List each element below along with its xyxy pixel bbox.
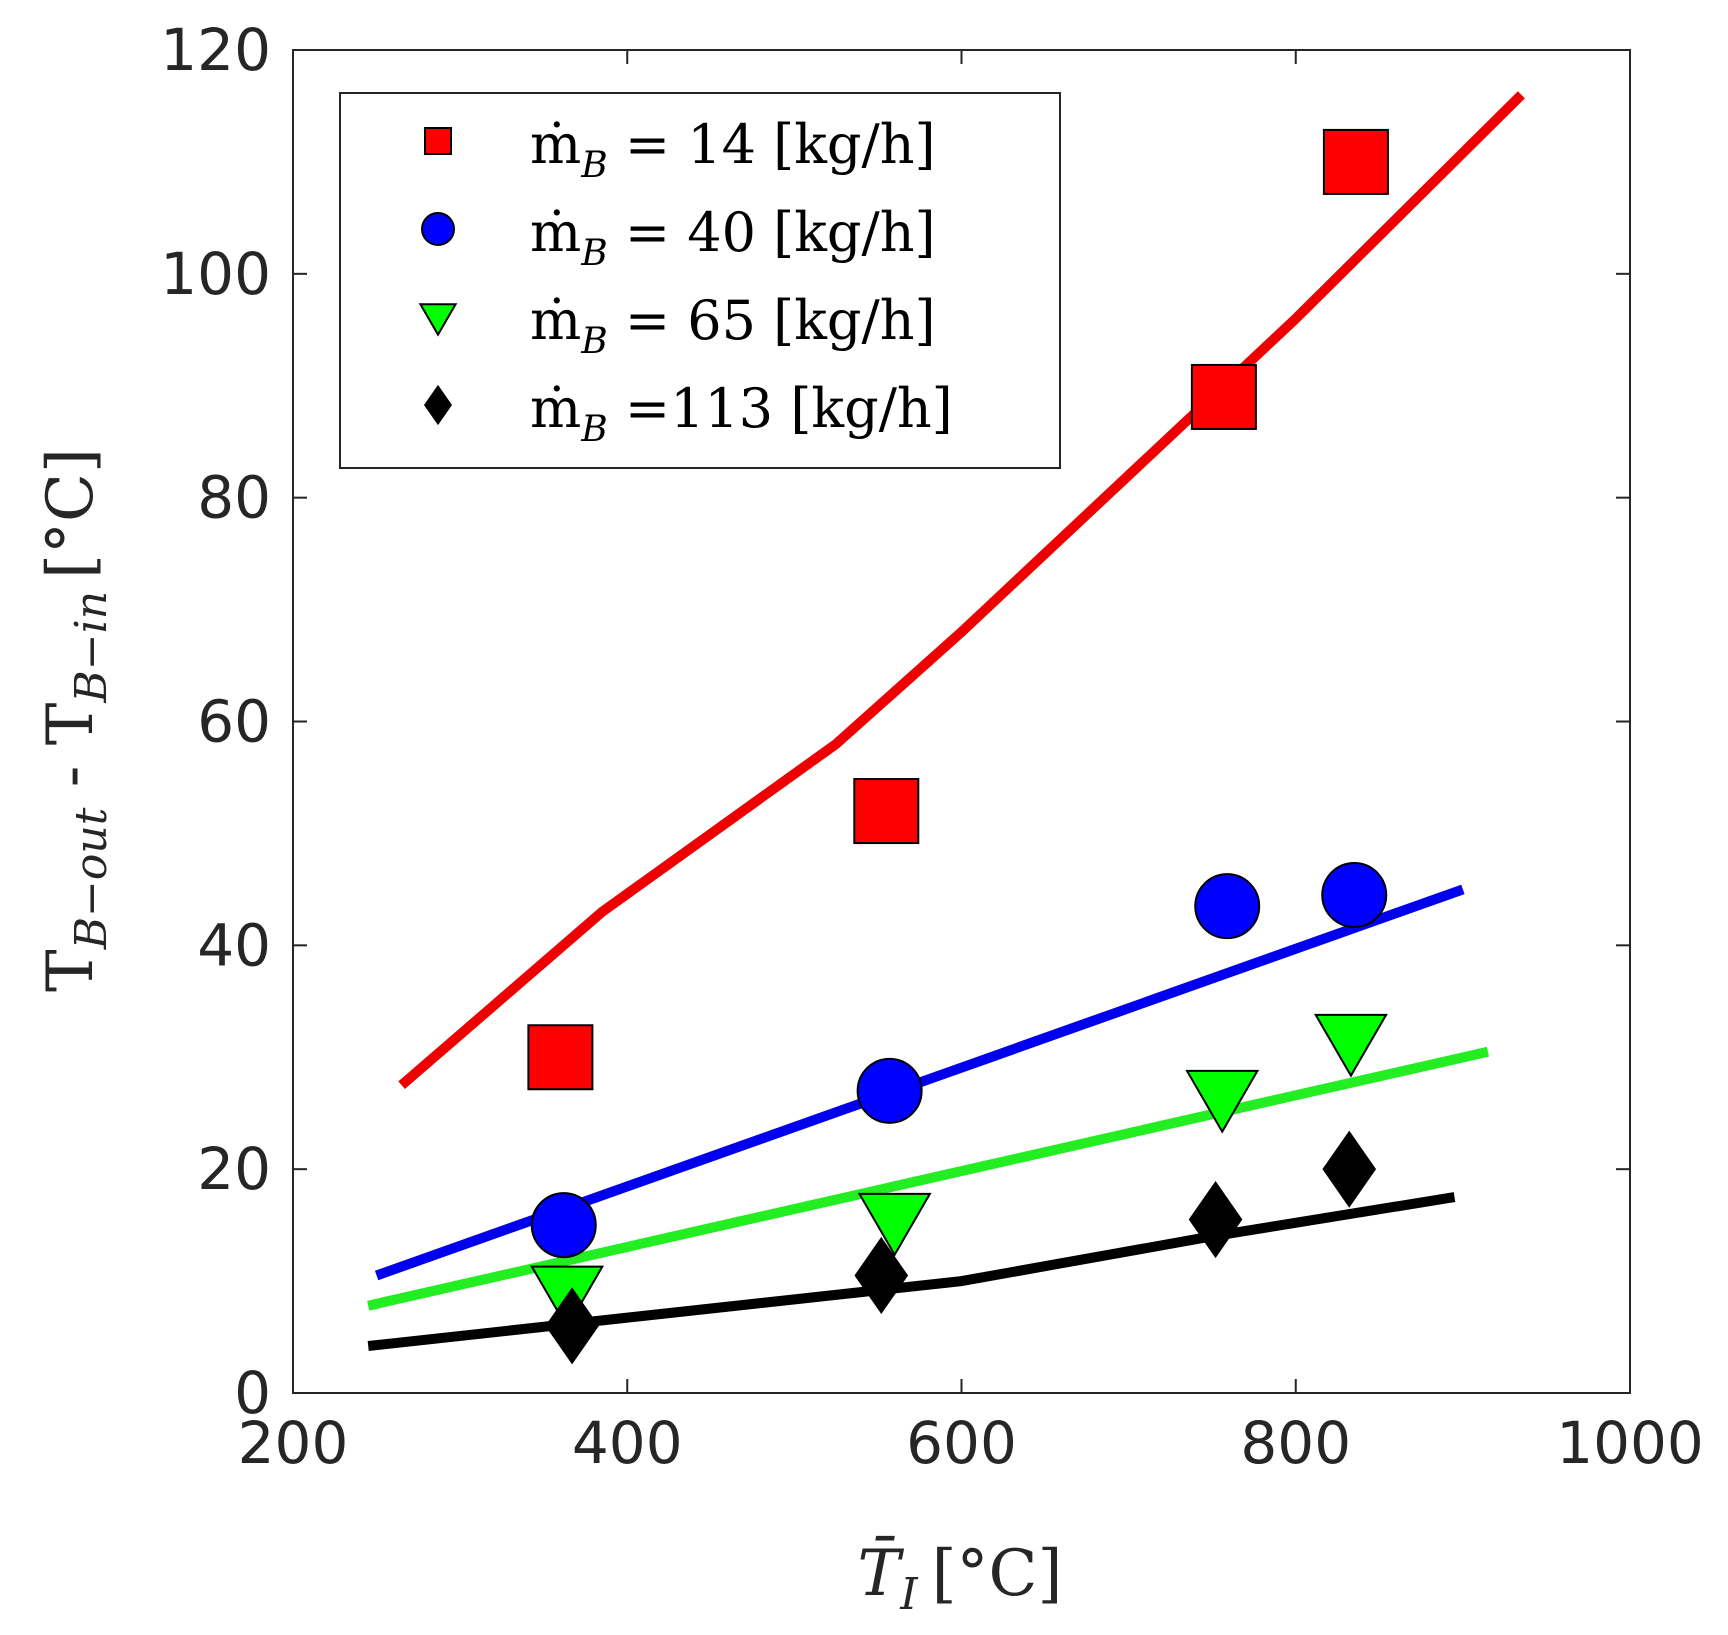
data-point-series-1	[1322, 128, 1389, 195]
legend-marker-series-2	[421, 212, 455, 246]
legend-marker-series-1	[424, 127, 452, 155]
x-tick-label: 400	[572, 1409, 683, 1477]
data-point-series-1	[853, 778, 920, 845]
data-point-series-3	[1313, 1013, 1388, 1078]
data-point-series-2	[1194, 873, 1261, 940]
x-tick-label: 1000	[1556, 1409, 1704, 1477]
legend-label-series-1: ṁB = 14 [kg/h]	[530, 113, 936, 186]
x-tick-label: 800	[1240, 1409, 1351, 1477]
legend-marker-series-4	[423, 384, 453, 426]
y-tick-label: 120	[160, 16, 271, 84]
data-point-series-3	[1185, 1069, 1260, 1134]
data-point-series-2	[856, 1057, 923, 1124]
data-point-series-3	[857, 1192, 932, 1257]
data-point-series-2	[1321, 861, 1388, 928]
y-axis-label: TB−out - TB−in[°C]	[34, 448, 117, 992]
legend-label-series-2: ṁB = 40 [kg/h]	[530, 201, 936, 274]
legend-label-series-3: ṁB = 65 [kg/h]	[530, 289, 936, 362]
legend: ṁB = 14 [kg/h] ṁB = 40 [kg/h] ṁB = 65 [kg/…	[339, 92, 1061, 469]
y-tick-label: 60	[197, 688, 271, 756]
y-tick-label: 100	[160, 240, 271, 308]
data-point-series-1	[1190, 363, 1257, 430]
y-tick-label: 40	[197, 911, 271, 979]
axis-ticks: 200 400 600 800 1000 0 20 40 60 80 100 120	[160, 16, 1704, 1477]
data-point-series-4	[1188, 1180, 1243, 1259]
data-point-series-4	[545, 1287, 599, 1365]
data-point-series-1	[527, 1024, 594, 1091]
x-tick-label: 600	[906, 1409, 1017, 1477]
x-axis-label: T̄I [°C]	[858, 1535, 1063, 1620]
data-point-series-4	[854, 1236, 909, 1315]
x-tick-label: 200	[238, 1409, 349, 1477]
legend-marker-series-3	[418, 303, 458, 337]
legend-entries: ṁB = 14 [kg/h] ṁB = 40 [kg/h] ṁB = 65 [kg/…	[418, 113, 953, 450]
fit-line-series-3	[367, 1046, 1490, 1311]
y-tick-label: 0	[234, 1359, 271, 1427]
legend-label-series-4: ṁB =113 [kg/h]	[530, 377, 953, 450]
y-tick-label: 80	[197, 464, 271, 532]
fit-line-series-4	[367, 1192, 1456, 1351]
data-point-series-2	[530, 1192, 597, 1259]
fit-line-series-1	[398, 91, 1525, 1089]
legend-box	[339, 92, 1061, 469]
data-markers	[527, 128, 1389, 1365]
data-point-series-4	[1322, 1130, 1377, 1208]
y-tick-label: 20	[197, 1135, 271, 1203]
